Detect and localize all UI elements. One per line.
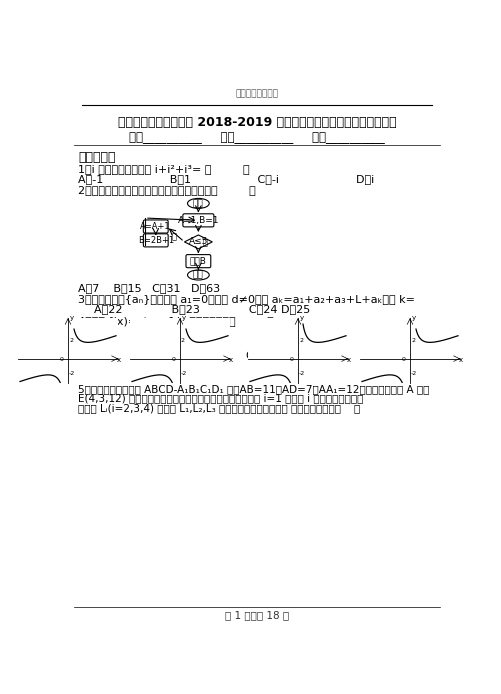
Text: A．-1                   B．1                   C．-i                      D．i: A．-1 B．1 C．-i D．i [78,174,374,184]
FancyBboxPatch shape [182,214,213,227]
Text: 一、选择题: 一、选择题 [78,151,116,164]
Text: 0: 0 [290,357,294,362]
Text: x: x [117,357,121,363]
Text: y: y [411,314,415,321]
Text: x: x [458,357,462,363]
Text: 结束: 结束 [192,271,203,280]
Text: A．7    B．15   C．31   D．63: A．7 B．15 C．31 D．63 [78,282,220,293]
Text: 4．函数 f(x)=eˡⁿˣ+ 1/x 的大致图象为（         ）: 4．函数 f(x)=eˡⁿˣ+ 1/x 的大致图象为（ ） [78,316,274,325]
Text: -2: -2 [410,371,416,376]
Text: 2: 2 [410,339,414,344]
Text: -2: -2 [69,371,75,376]
Text: A．22              B．23              C．24 D．25: A．22 B．23 C．24 D．25 [94,304,310,314]
Text: 否: 否 [202,239,207,248]
Ellipse shape [187,270,209,280]
Text: A≤5: A≤5 [188,237,207,246]
Text: B．: B． [154,350,167,359]
Text: 5．如右图，在长方体 ABCD-A₁B₁C₁D₁ 中，AB=11，AD=7，AA₁=12，一光点从顶点 A 射向: 5．如右图，在长方体 ABCD-A₁B₁C₁D₁ 中，AB=11，AD=7，AA… [78,384,429,394]
Text: -2: -2 [181,371,187,376]
Text: 第 1 页，共 18 页: 第 1 页，共 18 页 [225,610,289,620]
Text: 2: 2 [69,339,73,344]
Text: 0: 0 [401,357,405,362]
Text: -2: -2 [299,371,305,376]
Text: y: y [182,314,186,321]
Text: 3．在等差数列{aₙ}中，首项 a₁=0，公差 d≠0，若 aₖ=a₁+a₂+a₃+L+aₖ，则 k=: 3．在等差数列{aₙ}中，首项 a₁=0，公差 d≠0，若 aₖ=a₁+a₂+a… [78,294,414,304]
Text: C．: C． [245,350,259,359]
Text: x: x [228,357,232,363]
Text: y: y [300,314,304,321]
Text: 2: 2 [299,339,303,344]
Text: 精选高中模拟试卷: 精选高中模拟试卷 [235,90,278,99]
Text: E(4,3,12) 遮长方体的反射（反射服从光的反射原理），将 i=1 次到第 i 次反射点之间的线: E(4,3,12) 遮长方体的反射（反射服从光的反射原理），将 i=1 次到第 … [78,393,363,404]
Text: A．: A． [67,350,81,359]
Text: x: x [346,357,350,363]
Text: 开始: 开始 [192,199,203,208]
Text: 2: 2 [181,339,185,344]
FancyBboxPatch shape [143,234,168,247]
Text: D．: D． [332,350,346,359]
Text: 0: 0 [60,357,64,362]
FancyBboxPatch shape [143,220,168,233]
Ellipse shape [187,198,209,208]
FancyBboxPatch shape [185,255,210,268]
Text: 1．i 是虚数单位，计算 i+i²+i³= （         ）: 1．i 是虚数单位，计算 i+i²+i³= （ ） [78,164,249,174]
Text: A=1,B=1: A=1,B=1 [177,216,219,225]
Text: 2．若某算法框图如图所示，则输出的结果为（         ）: 2．若某算法框图如图所示，则输出的结果为（ ） [78,185,256,195]
Text: 班级__________     姓名__________     分数__________: 班级__________ 姓名__________ 分数__________ [129,131,384,144]
Text: 0: 0 [172,357,176,362]
Text: B=2B+1: B=2B+1 [137,236,173,245]
Text: y: y [70,314,74,321]
Text: 输出B: 输出B [189,257,206,266]
Text: 是: 是 [171,232,176,242]
Polygon shape [184,235,212,249]
Text: 段记为 Lᵢ(i=2,3,4) 将线段 L₁,L₂,L₃ 竖直放置在同一水平线上 则大致的图形是（    ）: 段记为 Lᵢ(i=2,3,4) 将线段 L₁,L₂,L₃ 竖直放置在同一水平线上… [78,403,360,413]
Text: 下花园区第二高级中学 2018-2019 学年高二上学期第二次月考试卷数学: 下花园区第二高级中学 2018-2019 学年高二上学期第二次月考试卷数学 [118,116,396,128]
Text: A=A+1: A=A+1 [140,222,171,231]
